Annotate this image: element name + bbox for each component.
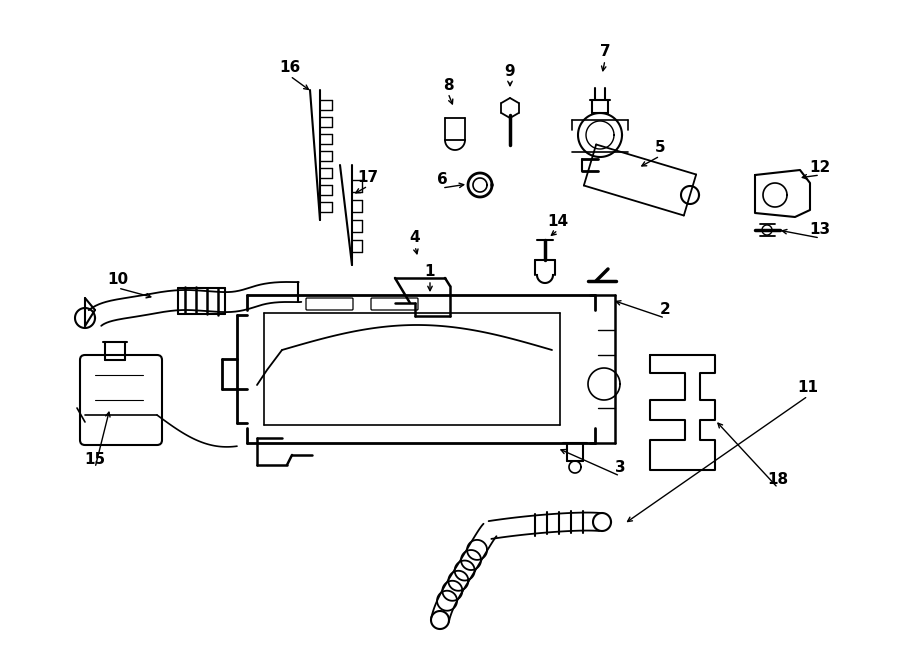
Text: 14: 14 — [547, 215, 569, 229]
Text: 16: 16 — [279, 61, 301, 75]
Text: 4: 4 — [410, 231, 420, 245]
Text: 7: 7 — [599, 44, 610, 59]
Text: 11: 11 — [797, 381, 818, 395]
Text: 3: 3 — [615, 461, 626, 475]
Text: 1: 1 — [425, 264, 436, 280]
Text: 8: 8 — [443, 77, 454, 93]
Text: 2: 2 — [660, 303, 670, 317]
Text: 5: 5 — [654, 141, 665, 155]
Text: 6: 6 — [436, 173, 447, 188]
Text: 13: 13 — [809, 223, 831, 237]
Text: 15: 15 — [85, 453, 105, 467]
Text: 9: 9 — [505, 65, 516, 79]
Text: 17: 17 — [357, 171, 379, 186]
Text: 18: 18 — [768, 473, 788, 488]
Text: 12: 12 — [809, 159, 831, 175]
Text: 10: 10 — [107, 272, 129, 288]
